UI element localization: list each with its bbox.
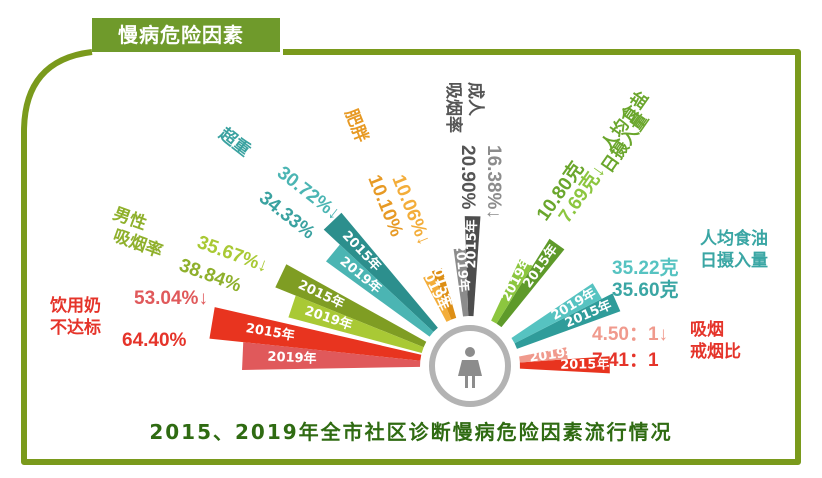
bar-male-smoking-2019 xyxy=(288,295,424,354)
bar-year-label-adult-smoking-2019: 2019年 xyxy=(452,242,472,292)
bar-overweight-2019 xyxy=(325,244,434,337)
chart-caption: 2015、2019年全市社区诊断慢病危险因素流行情况 xyxy=(149,420,673,444)
category-label-oil-0: 人均食油 xyxy=(700,228,768,248)
bar-milk-2015 xyxy=(209,307,422,361)
bar-adult-smoking-2019 xyxy=(453,248,469,317)
category-label-smoke-quit-0: 吸烟 xyxy=(690,319,724,339)
category-label-milk-0: 饮用奶 xyxy=(49,295,101,315)
bar-oil-2019 xyxy=(511,283,602,344)
bar-obesity-2019 xyxy=(423,273,452,322)
category-label-adult-smoking-1: 吸烟率 xyxy=(444,82,464,133)
value-2019-oil: 35.22克 xyxy=(612,256,679,279)
bar-year-label-adult-smoking-2015: 2015年 xyxy=(463,219,480,268)
female-person-icon xyxy=(458,347,482,388)
bar-male-smoking-2015 xyxy=(275,264,427,348)
category-label-oil-1: 日摄入量 xyxy=(700,250,768,270)
section-tag: 慢病危险因素 xyxy=(92,18,280,52)
bar-overweight-2015 xyxy=(323,212,438,332)
bar-salt-2015 xyxy=(496,238,565,328)
value-2015-adult-smoking: 20.90% xyxy=(457,145,478,210)
category-label-overweight-0: 超重 xyxy=(216,123,255,160)
category-label-adult-smoking-0: 成人 xyxy=(466,82,486,117)
value-2019-smoke-quit: 4.50：1↓ xyxy=(592,324,668,345)
bar-salt-2019 xyxy=(491,259,533,324)
value-2015-smoke-quit: 7.41：1 xyxy=(592,350,659,371)
bar-oil-2015 xyxy=(514,293,621,349)
bar-smoke-quit-2019 xyxy=(519,347,568,363)
bar-year-label-smoke-quit-2019: 2019年 xyxy=(528,343,579,365)
bar-year-label-smoke-quit-2015: 2015年 xyxy=(560,356,609,372)
category-label-milk-1: 不达标 xyxy=(50,317,101,337)
bar-year-label-milk-2019: 2019年 xyxy=(267,349,317,367)
bar-adult-smoking-2015 xyxy=(464,216,481,317)
value-2015-milk: 64.40% xyxy=(122,330,187,351)
bar-obesity-2015 xyxy=(431,267,457,320)
category-label-smoke-quit-1: 戒烟比 xyxy=(690,341,741,361)
bar-milk-2019 xyxy=(242,342,421,370)
value-2015-oil: 35.60克 xyxy=(612,278,679,301)
value-2019-milk: 53.04%↓ xyxy=(134,288,208,309)
bar-smoke-quit-2015 xyxy=(519,356,610,374)
chart-frame xyxy=(21,49,801,465)
value-2019-adult-smoking: 16.38%↓ xyxy=(483,145,504,219)
category-label-obesity-0: 肥胖 xyxy=(341,106,372,145)
